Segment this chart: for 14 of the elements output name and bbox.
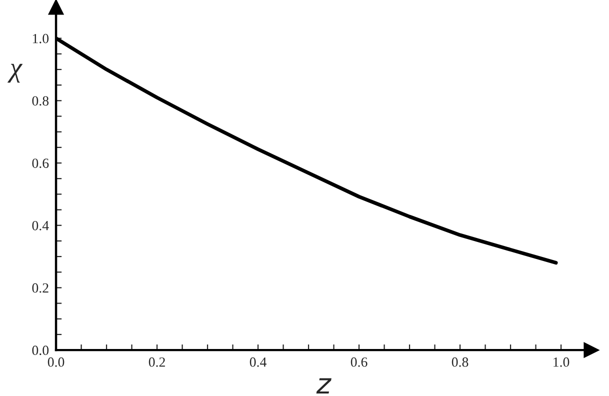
x-axis-title: z <box>316 378 332 394</box>
x-tick-label: 0.2 <box>148 357 165 367</box>
x-tick-label: 1.0 <box>554 357 570 367</box>
y-axis-title: χ <box>8 64 23 83</box>
y-tick-label: 1.0 <box>32 34 49 44</box>
x-tick-label: 0.6 <box>350 357 368 367</box>
x-tick-label: 0.8 <box>452 357 468 367</box>
y-tick-label: 0.8 <box>32 96 49 106</box>
x-tick-label: 0.4 <box>250 357 266 367</box>
x-tick-label: 0.0 <box>48 357 64 367</box>
y-tick-label: 0.6 <box>32 158 49 168</box>
y-tick-label: 0.4 <box>32 220 49 230</box>
y-tick-label: 0.2 <box>32 283 48 293</box>
y-tick-label: 0.0 <box>32 346 49 356</box>
